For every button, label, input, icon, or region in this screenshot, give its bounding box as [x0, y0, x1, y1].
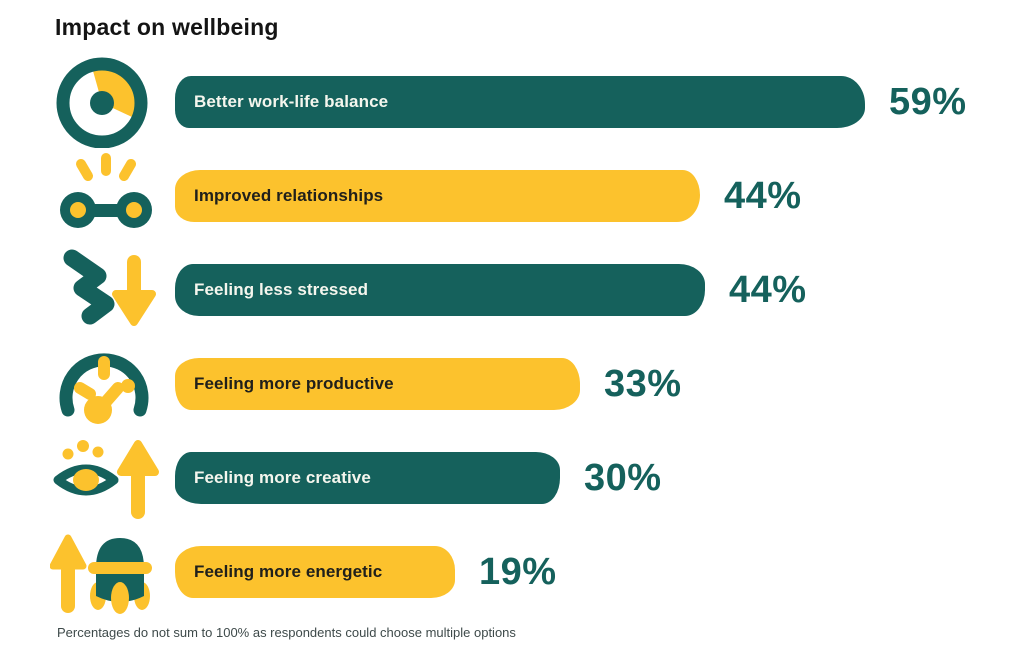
work-life-balance-icon [50, 56, 175, 148]
bar-label: Improved relationships [194, 186, 384, 205]
bar-value: 44% [729, 268, 807, 311]
productivity-gauge-icon [50, 338, 175, 430]
bar-row: Feeling less stressed 44% [50, 243, 1024, 337]
stress-down-icon [50, 244, 175, 336]
bar-value: 44% [724, 174, 802, 217]
bar-stress-down: Feeling less stressed [175, 264, 705, 316]
creative-eye-icon [50, 432, 175, 524]
bar-value: 30% [584, 456, 662, 499]
bar-label: Better work-life balance [194, 92, 389, 111]
bar-row: Feeling more productive 33% [50, 337, 1024, 431]
relationships-icon [50, 150, 175, 242]
bar-label: Feeling less stressed [194, 280, 369, 299]
page-title: Impact on wellbeing [55, 14, 279, 40]
bar-label: Feeling more productive [194, 374, 394, 393]
bar-relationships: Improved relationships [175, 170, 700, 222]
footnote: Percentages do not sum to 100% as respon… [57, 625, 516, 640]
bar-row: Better work-life balance 59% [50, 55, 1024, 149]
bar-value: 19% [479, 550, 557, 593]
bar-chart: Better work-life balance 59% Improved re… [50, 55, 1024, 619]
bar-row: Improved relationships 44% [50, 149, 1024, 243]
bar-work-life-balance: Better work-life balance [175, 76, 865, 128]
bar-productivity-gauge: Feeling more productive [175, 358, 580, 410]
bar-energetic-rocket: Feeling more energetic [175, 546, 455, 598]
bar-value: 59% [889, 80, 967, 123]
bar-label: Feeling more creative [194, 468, 371, 487]
bar-value: 33% [604, 362, 682, 405]
bar-row: Feeling more energetic 19% [50, 525, 1024, 619]
bar-row: Feeling more creative 30% [50, 431, 1024, 525]
bar-label: Feeling more energetic [194, 562, 383, 581]
bar-creative-eye: Feeling more creative [175, 452, 560, 504]
energetic-rocket-icon [50, 526, 175, 618]
